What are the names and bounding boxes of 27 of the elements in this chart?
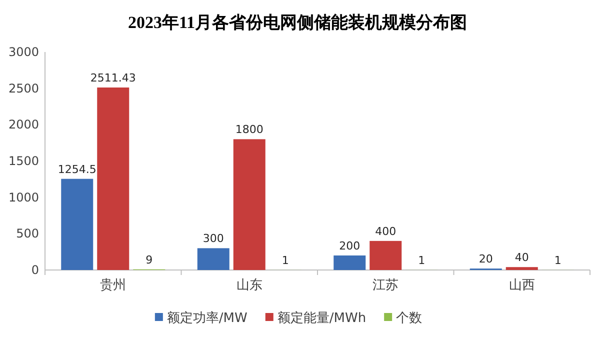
ytick: 2000 — [8, 118, 39, 132]
legend-label: 额定功率/MW — [166, 311, 248, 326]
legend-label: 额定能量/MWh — [277, 311, 366, 326]
data-label: 9 — [146, 253, 153, 266]
data-label: 200 — [339, 239, 360, 252]
title: 2023年11月各省份电网侧储能装机规模分布图 — [128, 13, 468, 32]
data-label: 1 — [554, 254, 562, 267]
data-label: 1 — [282, 254, 289, 267]
data-label: 400 — [375, 224, 396, 238]
xtick: 贵州 — [100, 278, 126, 293]
ytick: 3000 — [8, 45, 39, 59]
ytick: 0 — [31, 263, 39, 277]
ytick: 2500 — [8, 81, 39, 96]
xtick: 山东 — [236, 278, 262, 293]
data-label: 1800 — [235, 123, 264, 136]
data-label: 300 — [202, 232, 224, 246]
ytick: 500 — [16, 226, 39, 241]
xtick: 山西 — [508, 278, 535, 293]
data-label: 40 — [514, 251, 529, 264]
data-label: 1 — [418, 254, 426, 267]
data-label: 2511.43 — [90, 72, 136, 84]
data-label: 20 — [478, 252, 493, 266]
xtick: 江苏 — [372, 278, 399, 293]
ytick: 1000 — [8, 190, 39, 204]
legend-label: 个数 — [396, 311, 422, 326]
data-label: 1254.5 — [58, 162, 96, 176]
ytick: 1500 — [8, 154, 39, 168]
